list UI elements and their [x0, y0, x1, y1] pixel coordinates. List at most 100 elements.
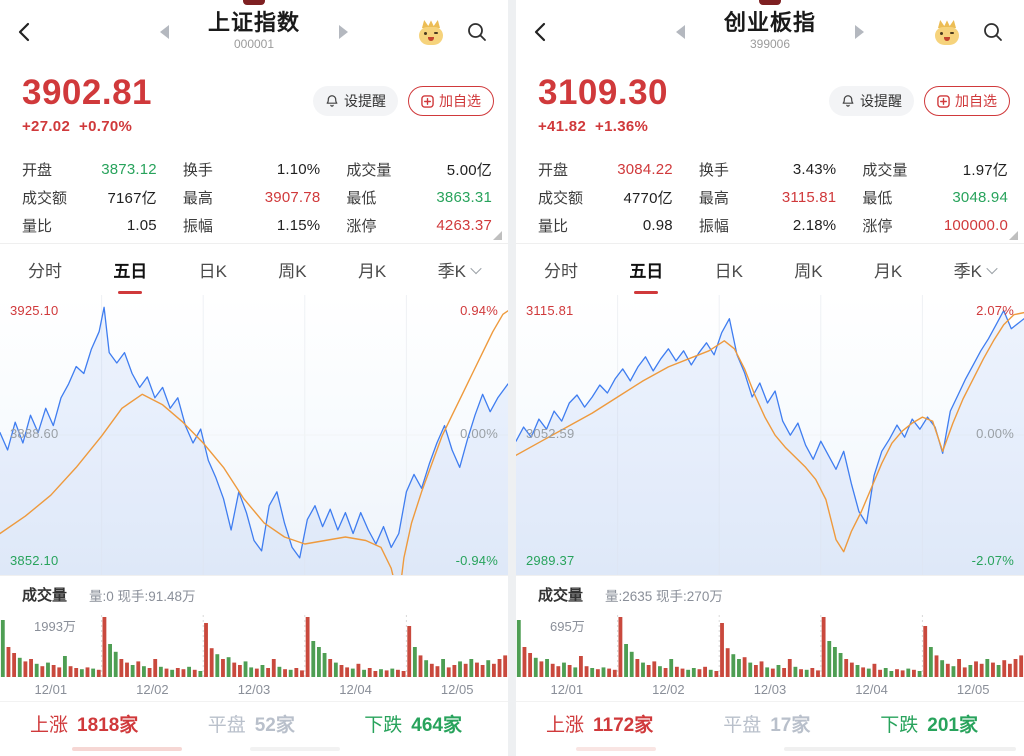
tab-quarterly-k[interactable]: 季K — [436, 243, 482, 296]
tab-monthly-k[interactable]: 月K — [357, 262, 387, 281]
breadth-ratio-bar — [0, 744, 508, 754]
date-axis: 12/01 12/02 12/03 12/04 12/05 — [0, 677, 508, 701]
expand-stats-icon[interactable] — [1009, 231, 1018, 240]
prev-index-icon[interactable] — [160, 25, 169, 39]
mascot-icon[interactable] — [418, 20, 444, 45]
date-tick: 12/04 — [339, 681, 372, 697]
volume-chart[interactable]: 1993万 — [0, 613, 508, 677]
back-icon[interactable] — [530, 21, 552, 43]
change-amount: +41.82 — [538, 118, 587, 135]
stat-label: 换手 — [698, 161, 729, 179]
expand-stats-icon[interactable] — [493, 231, 502, 240]
breadth-ratio-bar — [516, 744, 1024, 754]
stats-grid: 开盘 3084.22 换手 3.43% 成交量 1.97亿 成交额 4770亿 最高 31… — [516, 150, 1024, 243]
search-icon[interactable] — [982, 21, 1004, 43]
stat-label: 成交额 — [22, 189, 68, 207]
next-index-icon[interactable] — [855, 25, 864, 39]
mascot-icon[interactable] — [934, 20, 960, 45]
back-icon[interactable] — [14, 21, 36, 43]
stat-value: 5.00亿 — [446, 161, 492, 179]
stat-value: 3048.94 — [952, 188, 1008, 206]
action-buttons: 设提醒 加自选 — [829, 86, 1010, 150]
stat-label: 成交量 — [346, 161, 392, 179]
add-watchlist-button[interactable]: 加自选 — [924, 86, 1010, 116]
stat-value: 3863.31 — [436, 188, 492, 206]
prev-index-icon[interactable] — [676, 25, 685, 39]
stat-value: 2.18% — [792, 216, 837, 234]
volume-title: 成交量 — [22, 587, 68, 604]
change-percent: +0.70% — [79, 118, 133, 135]
next-card-edge — [250, 747, 340, 751]
price-section: 3902.81 +27.02 +0.70% 设提醒 加自选 — [0, 64, 508, 150]
stat-value: 3115.81 — [781, 188, 837, 206]
pct-axis-mid: 0.00% — [976, 426, 1014, 441]
next-index-icon[interactable] — [339, 25, 348, 39]
stat-label: 成交额 — [538, 189, 584, 207]
market-breadth: 上涨 1172家 平盘 17家 下跌 201家 — [516, 701, 1024, 744]
divider — [516, 243, 1024, 244]
y-axis-min: 2989.37 — [526, 553, 575, 568]
panel-header: 创业板指 399006 — [516, 0, 1024, 64]
add-watchlist-label: 加自选 — [955, 93, 997, 109]
stat-value: 1.05 — [126, 216, 157, 234]
five-day-chart[interactable]: 3925.10 0.94% 3888.60 0.00% 3852.10 -0.9… — [0, 295, 508, 575]
stat-label: 最高 — [182, 189, 213, 207]
price-block: 3109.30 +41.82 +1.36% — [538, 72, 668, 150]
stat-value: 4263.37 — [436, 216, 492, 234]
pct-axis-max: 2.07% — [976, 303, 1014, 318]
price-block: 3902.81 +27.02 +0.70% — [22, 72, 152, 150]
tab-weekly-k[interactable]: 周K — [794, 262, 823, 281]
volume-chart[interactable]: 695万 — [516, 613, 1024, 677]
tab-weekly-k[interactable]: 周K — [278, 262, 307, 281]
stat-value: 1.15% — [276, 216, 321, 234]
volume-detail: 量:2635 现手:270万 — [605, 588, 723, 604]
stat-label: 最高 — [698, 189, 729, 207]
volume-max-label: 695万 — [550, 619, 585, 634]
volume-header: 成交量 量:0 现手:91.48万 — [0, 575, 508, 613]
plus-square-icon — [421, 94, 434, 108]
tab-daily-k[interactable]: 日K — [714, 262, 743, 281]
volume-header: 成交量 量:2635 现手:270万 — [516, 575, 1024, 613]
volume-detail: 量:0 现手:91.48万 — [89, 588, 196, 604]
price-change: +27.02 +0.70% — [22, 118, 152, 135]
title-switcher: 上证指数 000001 — [160, 10, 348, 52]
pct-axis-mid: 0.00% — [460, 426, 498, 441]
change-amount: +27.02 — [22, 118, 71, 135]
pct-axis-min: -0.94% — [455, 553, 498, 568]
stat-label: 换手 — [182, 161, 213, 179]
bell-icon — [842, 95, 854, 107]
stat-label: 振幅 — [698, 217, 729, 235]
set-alert-label: 设提醒 — [344, 93, 386, 109]
set-alert-button[interactable]: 设提醒 — [313, 86, 398, 116]
date-tick: 12/02 — [652, 681, 685, 697]
date-tick: 12/05 — [440, 681, 474, 697]
tab-monthly-k[interactable]: 月K — [873, 262, 903, 281]
tab-minute[interactable]: 分时 — [28, 262, 62, 281]
stat-label: 最低 — [862, 189, 893, 207]
index-panel-left: 上证指数 000001 3902.81 +27.02 +0.70% — [0, 0, 508, 756]
market-breadth: 上涨 1818家 平盘 52家 下跌 464家 — [0, 701, 508, 744]
tab-five-day[interactable]: 五日 — [111, 243, 149, 296]
tab-five-day[interactable]: 五日 — [627, 243, 665, 296]
tab-minute[interactable]: 分时 — [544, 262, 578, 281]
y-axis-mid: 3052.59 — [526, 426, 575, 441]
date-tick: 12/03 — [753, 681, 787, 697]
date-tick: 12/05 — [956, 681, 990, 697]
five-day-chart[interactable]: 3115.81 2.07% 3052.59 0.00% 2989.37 -2.0… — [516, 295, 1024, 575]
top-notch — [759, 0, 781, 5]
y-axis-max: 3925.10 — [10, 303, 59, 318]
panel-header: 上证指数 000001 — [0, 0, 508, 64]
tab-quarterly-k[interactable]: 季K — [952, 243, 998, 296]
unchanged: 平盘 52家 — [207, 714, 295, 736]
search-icon[interactable] — [466, 21, 488, 43]
bell-icon — [326, 95, 338, 107]
y-axis-min: 3852.10 — [10, 553, 59, 568]
add-watchlist-button[interactable]: 加自选 — [408, 86, 494, 116]
tab-daily-k[interactable]: 日K — [198, 262, 227, 281]
y-axis-mid: 3888.60 — [10, 426, 59, 441]
current-price: 3109.30 — [538, 73, 669, 112]
stat-value: 7167亿 — [107, 189, 157, 207]
set-alert-button[interactable]: 设提醒 — [829, 86, 914, 116]
date-tick: 12/04 — [855, 681, 888, 697]
index-panel-right: 创业板指 399006 3109.30 +41.82 +1.36% — [516, 0, 1024, 756]
